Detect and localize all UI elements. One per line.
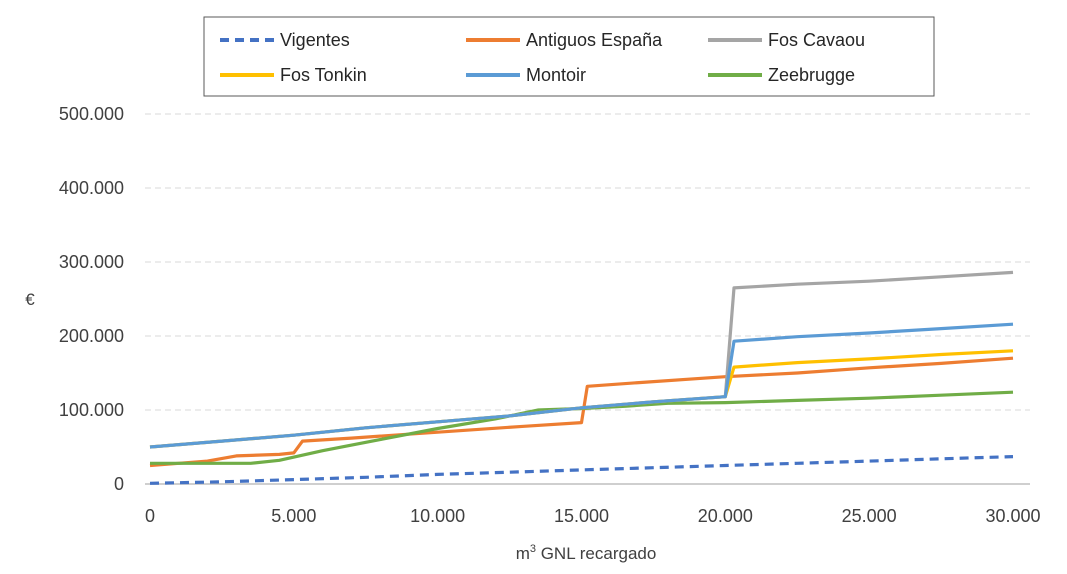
y-axis-ticks: 0 100.000 200.000 300.000 400.000 500.000 [59, 104, 124, 494]
x-tick-label: 15.000 [554, 506, 609, 526]
x-tick-label: 5.000 [271, 506, 316, 526]
gridlines [145, 113, 1030, 411]
x-axis-ticks: 0 5.000 10.000 15.000 20.000 25.000 30.000 [145, 506, 1041, 526]
y-tick-label: 300.000 [59, 252, 124, 272]
x-axis-label-superscript: 3 [530, 543, 536, 555]
x-axis-label-suffix: GNL recargado [536, 544, 656, 563]
legend-label: Zeebrugge [768, 65, 855, 85]
legend-label: Fos Tonkin [280, 65, 367, 85]
legend-label: Vigentes [280, 30, 350, 50]
series-line-4 [149, 322, 1014, 449]
legend-label: Antiguos España [526, 30, 663, 50]
series-lines [149, 270, 1014, 485]
x-tick-label: 10.000 [410, 506, 465, 526]
y-tick-label: 400.000 [59, 178, 124, 198]
legend-label: Fos Cavaou [768, 30, 865, 50]
x-tick-label: 25.000 [842, 506, 897, 526]
x-axis-label: m3 GNL recargado [516, 543, 657, 563]
y-tick-label: 500.000 [59, 104, 124, 124]
x-tick-label: 0 [145, 506, 155, 526]
y-axis-label: € [25, 290, 35, 309]
series-line-5 [150, 390, 1014, 465]
y-tick-label: 0 [114, 474, 124, 494]
y-tick-label: 200.000 [59, 326, 124, 346]
x-axis-label-prefix: m [516, 544, 530, 563]
legend-label: Montoir [526, 65, 586, 85]
x-tick-label: 30.000 [985, 506, 1040, 526]
legend: Vigentes Antiguos España Fos Cavaou Fos Ton… [203, 16, 935, 97]
legend-frame [203, 16, 935, 97]
series-line-1 [149, 356, 1014, 468]
x-tick-label: 20.000 [698, 506, 753, 526]
y-tick-label: 100.000 [59, 400, 124, 420]
series-line-0 [149, 455, 1014, 485]
